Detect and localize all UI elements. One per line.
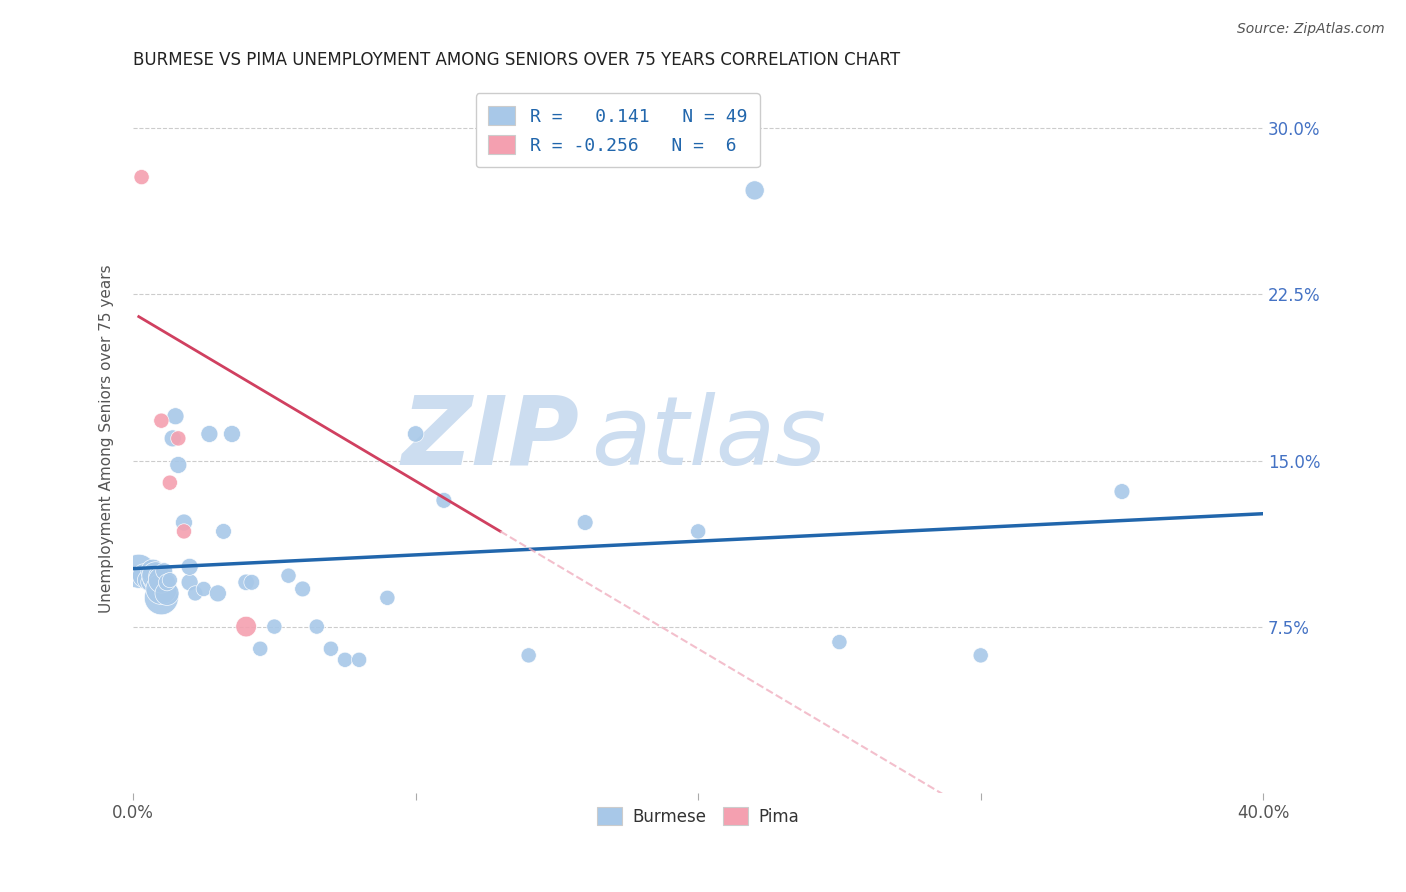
Point — [159, 475, 181, 490]
Point — [333, 653, 356, 667]
Point — [156, 586, 179, 600]
Point — [1111, 484, 1133, 499]
Point — [167, 431, 190, 445]
Point — [148, 580, 170, 594]
Point — [150, 414, 173, 428]
Point — [145, 575, 167, 590]
Point — [159, 573, 181, 587]
Point — [744, 183, 766, 197]
Point — [405, 427, 427, 442]
Point — [179, 575, 201, 590]
Point — [277, 568, 299, 582]
Text: atlas: atlas — [591, 392, 825, 485]
Point — [517, 648, 540, 663]
Point — [150, 582, 173, 596]
Point — [212, 524, 235, 539]
Point — [249, 641, 271, 656]
Point — [221, 427, 243, 442]
Text: ZIP: ZIP — [402, 392, 579, 485]
Point — [153, 564, 176, 578]
Point — [142, 573, 165, 587]
Point — [150, 591, 173, 605]
Point — [235, 575, 257, 590]
Point — [347, 653, 370, 667]
Point — [150, 573, 173, 587]
Point — [173, 524, 195, 539]
Point — [688, 524, 710, 539]
Point — [240, 575, 263, 590]
Text: Source: ZipAtlas.com: Source: ZipAtlas.com — [1237, 22, 1385, 37]
Point — [184, 586, 207, 600]
Point — [145, 568, 167, 582]
Point — [970, 648, 993, 663]
Legend: Burmese, Pima: Burmese, Pima — [589, 798, 807, 834]
Point — [156, 575, 179, 590]
Point — [263, 619, 285, 633]
Point — [207, 586, 229, 600]
Point — [235, 619, 257, 633]
Point — [165, 409, 187, 424]
Point — [828, 635, 851, 649]
Point — [305, 619, 328, 633]
Point — [377, 591, 399, 605]
Point — [167, 458, 190, 472]
Point — [148, 568, 170, 582]
Point — [162, 431, 184, 445]
Point — [574, 516, 596, 530]
Point — [291, 582, 314, 596]
Point — [173, 516, 195, 530]
Text: BURMESE VS PIMA UNEMPLOYMENT AMONG SENIORS OVER 75 YEARS CORRELATION CHART: BURMESE VS PIMA UNEMPLOYMENT AMONG SENIO… — [134, 51, 900, 69]
Point — [433, 493, 456, 508]
Point — [319, 641, 342, 656]
Point — [179, 559, 201, 574]
Point — [142, 564, 165, 578]
Point — [136, 573, 159, 587]
Point — [193, 582, 215, 596]
Y-axis label: Unemployment Among Seniors over 75 years: Unemployment Among Seniors over 75 years — [100, 264, 114, 613]
Point — [131, 170, 153, 185]
Point — [139, 575, 162, 590]
Point — [134, 568, 156, 582]
Point — [198, 427, 221, 442]
Point — [128, 564, 150, 578]
